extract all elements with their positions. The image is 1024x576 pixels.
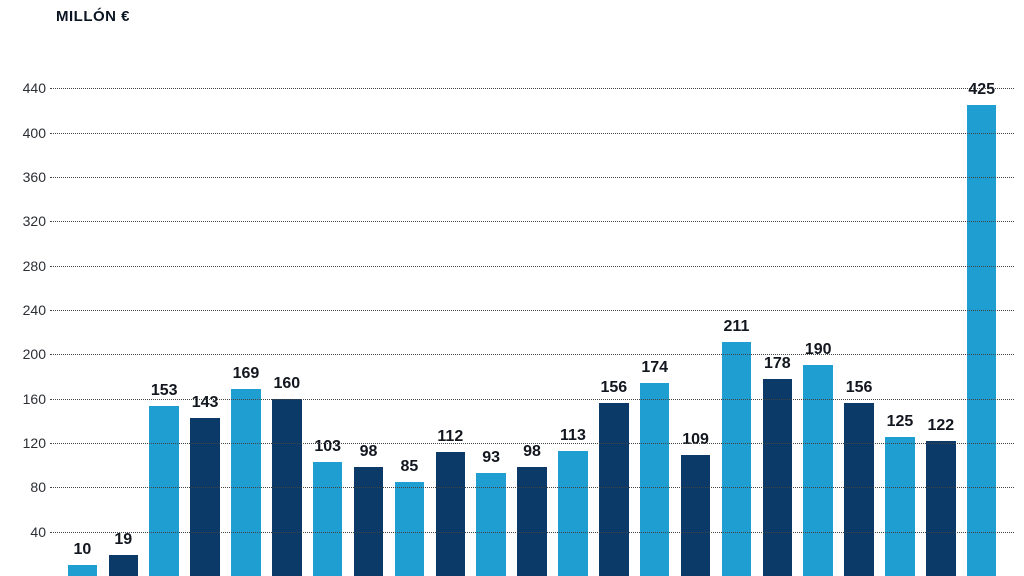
gridline	[50, 88, 1014, 89]
bar	[231, 389, 260, 576]
y-tick-label: 320	[6, 213, 46, 229]
bar	[558, 451, 587, 576]
bar-value-label: 178	[757, 355, 798, 373]
y-tick-label: 280	[6, 258, 46, 274]
gridline	[50, 133, 1014, 134]
bar	[926, 441, 955, 576]
bar-value-label: 160	[266, 375, 307, 393]
bar-value-label: 174	[634, 359, 675, 377]
y-tick-label: 80	[6, 479, 46, 495]
bar-value-label: 19	[103, 531, 144, 549]
y-axis-title: MILLÓN €	[56, 8, 130, 25]
bar-value-label: 156	[593, 379, 634, 397]
bar-value-label: 190	[798, 341, 839, 359]
bar	[313, 462, 342, 576]
bar	[640, 383, 669, 576]
y-tick-label: 120	[6, 435, 46, 451]
bar	[109, 555, 138, 576]
bar	[885, 437, 914, 576]
bar-value-label: 98	[348, 443, 389, 461]
bar-value-label: 211	[716, 318, 757, 336]
y-tick-label: 360	[6, 169, 46, 185]
bar	[68, 565, 97, 576]
bar-value-label: 425	[961, 81, 1002, 99]
bar-value-label: 156	[839, 379, 880, 397]
y-tick-label: 40	[6, 524, 46, 540]
bar-value-label: 98	[512, 443, 553, 461]
bar	[395, 482, 424, 576]
bar-value-label: 143	[185, 394, 226, 412]
bar-value-label: 122	[920, 417, 961, 435]
bar	[722, 342, 751, 576]
bar-value-label: 85	[389, 458, 430, 476]
gridline	[50, 177, 1014, 178]
y-tick-label: 440	[6, 80, 46, 96]
gridline	[50, 532, 1014, 533]
bar	[803, 365, 832, 576]
bar	[763, 379, 792, 576]
bar	[517, 467, 546, 576]
bar	[149, 406, 178, 576]
gridline	[50, 221, 1014, 222]
bar	[681, 455, 710, 576]
bar-value-label: 103	[307, 438, 348, 456]
bar-value-label: 125	[880, 413, 921, 431]
bar	[476, 473, 505, 576]
gridline	[50, 266, 1014, 267]
bar-chart: MILLÓN € 1019153143169160103988511293981…	[0, 0, 1024, 576]
bar	[190, 418, 219, 576]
gridline	[50, 487, 1014, 488]
gridline	[50, 399, 1014, 400]
plot-area: 1019153143169160103988511293981131561741…	[50, 44, 1014, 576]
bar	[354, 467, 383, 576]
y-tick-label: 240	[6, 302, 46, 318]
bar-value-label: 109	[675, 431, 716, 449]
bar	[844, 403, 873, 576]
bar-value-label: 93	[471, 449, 512, 467]
bar-value-label: 10	[62, 541, 103, 559]
bar	[599, 403, 628, 576]
bar	[436, 452, 465, 576]
bar	[967, 105, 996, 576]
y-tick-label: 200	[6, 346, 46, 362]
y-tick-label: 400	[6, 125, 46, 141]
bar-value-label: 169	[226, 365, 267, 383]
gridline	[50, 354, 1014, 355]
y-tick-label: 160	[6, 391, 46, 407]
gridline	[50, 310, 1014, 311]
gridline	[50, 443, 1014, 444]
